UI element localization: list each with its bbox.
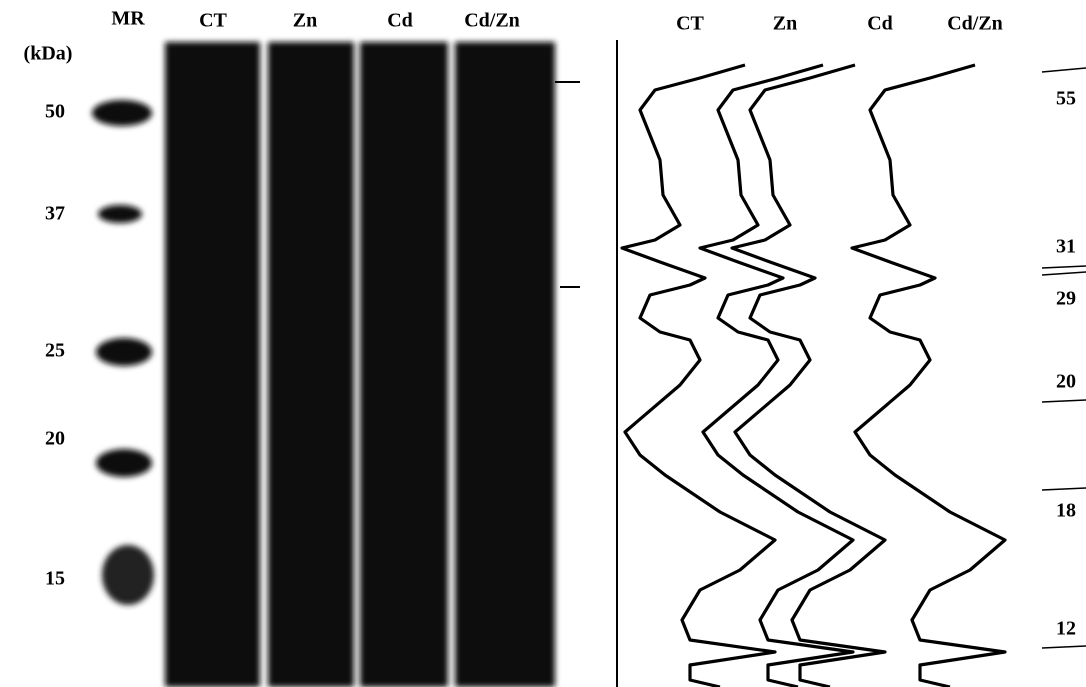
lane-label: Cd/Zn: [464, 10, 520, 32]
arrow: [1041, 67, 1086, 73]
marker-label: 25: [45, 340, 65, 362]
gel: [92, 42, 555, 687]
arrow: [1041, 271, 1086, 276]
traces: [620, 63, 1007, 687]
marker-label: 37: [45, 203, 65, 225]
arrow-label: 55: [1056, 88, 1076, 110]
lane-label: Cd/Zn: [947, 13, 1003, 35]
arrow: [1041, 399, 1086, 403]
arrows: [1041, 67, 1086, 649]
marker-band: [98, 205, 142, 223]
lane-label: CT: [199, 10, 227, 32]
marker-band: [96, 449, 152, 477]
trace: [698, 63, 855, 687]
marker-band: [96, 338, 152, 366]
arrow-label: 12: [1056, 618, 1076, 640]
arrow: [1041, 645, 1086, 649]
unit-label: (kDa): [24, 43, 73, 65]
lane-label: MR: [111, 8, 145, 30]
arrow-label: 29: [1056, 288, 1076, 310]
arrow-label: 18: [1056, 500, 1076, 522]
gel-lane: [455, 42, 555, 687]
gel-lane: [360, 42, 448, 687]
marker-label: 15: [45, 568, 65, 590]
marker-label: 50: [45, 101, 65, 123]
trace: [620, 63, 777, 687]
marker-label: 20: [45, 428, 65, 450]
trace: [730, 63, 887, 687]
marker-band: [102, 545, 154, 605]
lane-label: Zn: [773, 13, 797, 35]
arrow-label: 31: [1056, 236, 1076, 258]
lane-label: Cd: [387, 10, 413, 32]
arrow: [1041, 265, 1086, 269]
lane-label: CT: [676, 13, 704, 35]
arrow: [1041, 487, 1086, 491]
arrow-label: 20: [1056, 371, 1076, 393]
lane-label: Zn: [293, 10, 317, 32]
gel-lane: [165, 42, 260, 687]
lane-label: Cd: [867, 13, 893, 35]
marker-band: [92, 100, 152, 126]
gel-lane: [268, 42, 354, 687]
trace: [850, 63, 1007, 687]
